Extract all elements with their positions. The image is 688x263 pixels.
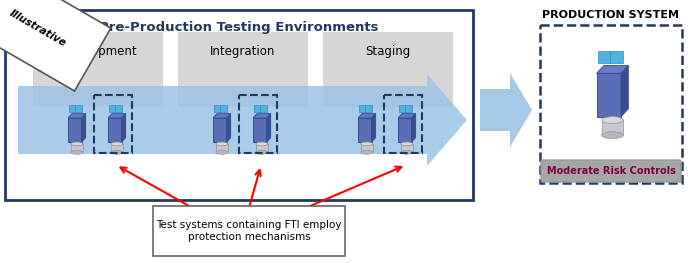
FancyBboxPatch shape: [260, 105, 268, 112]
Text: PRODUCTION SYSTEM: PRODUCTION SYSTEM: [543, 10, 680, 20]
FancyBboxPatch shape: [178, 32, 308, 107]
FancyBboxPatch shape: [216, 144, 228, 152]
Ellipse shape: [216, 150, 228, 154]
FancyBboxPatch shape: [108, 118, 122, 142]
Text: Pre-Production Testing Environments: Pre-Production Testing Environments: [99, 22, 379, 34]
Polygon shape: [411, 114, 416, 142]
Ellipse shape: [256, 150, 268, 154]
FancyBboxPatch shape: [358, 118, 372, 142]
FancyBboxPatch shape: [610, 50, 623, 63]
Polygon shape: [372, 114, 376, 142]
FancyBboxPatch shape: [109, 105, 116, 112]
Text: Staging: Staging: [365, 45, 411, 58]
Polygon shape: [398, 114, 416, 118]
Ellipse shape: [361, 142, 373, 146]
Polygon shape: [267, 114, 270, 142]
Polygon shape: [596, 66, 628, 73]
FancyBboxPatch shape: [359, 105, 366, 112]
FancyBboxPatch shape: [398, 118, 411, 142]
Polygon shape: [253, 114, 270, 118]
FancyBboxPatch shape: [365, 105, 372, 112]
Ellipse shape: [216, 142, 228, 146]
Ellipse shape: [361, 150, 373, 154]
Text: Test systems containing FTI employ
protection mechanisms: Test systems containing FTI employ prote…: [156, 220, 342, 242]
Polygon shape: [213, 114, 230, 118]
Ellipse shape: [401, 150, 413, 154]
FancyBboxPatch shape: [220, 105, 228, 112]
FancyBboxPatch shape: [256, 144, 268, 152]
Polygon shape: [18, 74, 467, 166]
Polygon shape: [68, 114, 85, 118]
FancyBboxPatch shape: [69, 105, 76, 112]
FancyBboxPatch shape: [540, 25, 682, 183]
Ellipse shape: [71, 142, 83, 146]
Ellipse shape: [601, 132, 623, 139]
FancyBboxPatch shape: [401, 144, 413, 152]
FancyBboxPatch shape: [405, 105, 412, 112]
Polygon shape: [480, 73, 532, 147]
FancyBboxPatch shape: [153, 206, 345, 256]
FancyBboxPatch shape: [254, 105, 261, 112]
FancyBboxPatch shape: [71, 144, 83, 152]
FancyBboxPatch shape: [115, 105, 122, 112]
FancyBboxPatch shape: [68, 118, 82, 142]
Text: Integration: Integration: [211, 45, 276, 58]
Ellipse shape: [401, 142, 413, 146]
FancyBboxPatch shape: [541, 160, 681, 182]
Ellipse shape: [601, 117, 623, 123]
FancyBboxPatch shape: [361, 144, 373, 152]
FancyBboxPatch shape: [323, 32, 453, 107]
FancyBboxPatch shape: [596, 73, 621, 117]
FancyBboxPatch shape: [111, 144, 122, 152]
Text: Moderate Risk Controls: Moderate Risk Controls: [546, 166, 676, 176]
FancyBboxPatch shape: [33, 32, 163, 107]
Text: Illustrative: Illustrative: [8, 8, 68, 48]
FancyBboxPatch shape: [213, 118, 226, 142]
Polygon shape: [621, 66, 628, 117]
FancyBboxPatch shape: [399, 105, 406, 112]
Polygon shape: [82, 114, 85, 142]
FancyBboxPatch shape: [598, 50, 611, 63]
Polygon shape: [108, 114, 126, 118]
Ellipse shape: [111, 142, 122, 146]
FancyBboxPatch shape: [214, 105, 221, 112]
Ellipse shape: [71, 150, 83, 154]
Text: Development: Development: [58, 45, 138, 58]
Polygon shape: [122, 114, 126, 142]
Polygon shape: [358, 114, 376, 118]
Ellipse shape: [111, 150, 122, 154]
FancyBboxPatch shape: [253, 118, 267, 142]
Polygon shape: [226, 114, 230, 142]
FancyBboxPatch shape: [5, 10, 473, 200]
FancyBboxPatch shape: [601, 120, 623, 135]
Ellipse shape: [256, 142, 268, 146]
FancyBboxPatch shape: [75, 105, 83, 112]
